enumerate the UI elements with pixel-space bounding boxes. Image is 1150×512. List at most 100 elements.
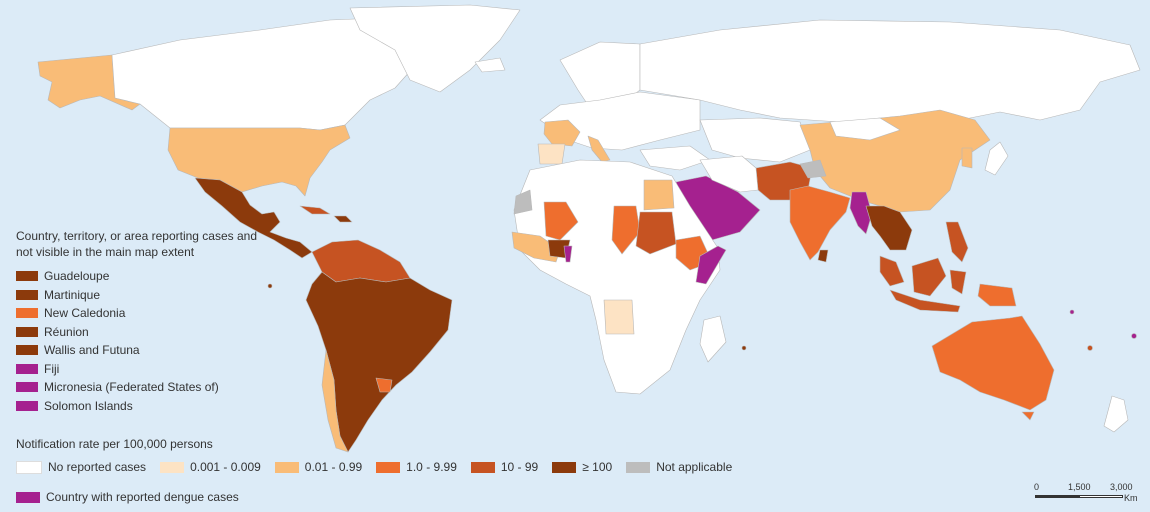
dengue-swatch	[16, 491, 40, 503]
small-area-item: Réunion	[16, 323, 219, 342]
scale-bar: 0 1,500 3,000 Km	[1034, 482, 1144, 508]
small-area-swatch	[16, 308, 38, 319]
region-russia	[639, 19, 1141, 125]
small-area-label: Solomon Islands	[44, 398, 133, 413]
region-spain	[537, 143, 566, 165]
region-greenland	[349, 4, 521, 93]
region-pacific-2	[1131, 333, 1137, 339]
region-uruguay	[375, 377, 393, 393]
scale-label-3000: 3,000	[1110, 482, 1133, 492]
small-area-item: Martinique	[16, 286, 219, 305]
region-western-sahara	[513, 189, 533, 215]
rate-legend-swatch	[376, 461, 401, 473]
region-new-zealand	[1103, 395, 1129, 433]
rate-legend-swatch	[626, 461, 651, 473]
region-indochina	[865, 205, 913, 251]
scale-segment-1	[1035, 495, 1079, 498]
region-malaysia	[879, 255, 905, 287]
rate-legend-swatch	[552, 461, 577, 473]
scale-label-1500: 1,500	[1068, 482, 1091, 492]
dengue-legend-label: Country with reported dengue cases	[46, 490, 239, 504]
small-area-item: Guadeloupe	[16, 267, 219, 286]
region-australia	[931, 315, 1055, 411]
rate-legend: No reported cases 0.001 - 0.009 0.01 - 0.9…	[16, 460, 746, 474]
rate-legend-label: 10 - 99	[500, 460, 539, 474]
region-niger	[611, 205, 641, 255]
region-sulawesi	[949, 269, 967, 295]
small-area-swatch	[16, 382, 38, 393]
small-area-label: Wallis and Futuna	[44, 343, 140, 358]
rate-legend-label: No reported cases	[48, 460, 147, 474]
region-new-guinea	[977, 283, 1017, 307]
small-area-item: New Caledonia	[16, 304, 219, 323]
region-burkina	[563, 245, 573, 263]
region-tasmania	[1021, 411, 1035, 421]
region-usa	[167, 124, 351, 197]
rate-legend-swatch	[160, 461, 185, 473]
region-chile	[321, 349, 349, 453]
rate-legend-swatch	[274, 461, 299, 473]
region-canada	[111, 17, 421, 131]
region-pacific-4	[741, 345, 747, 351]
rate-legend-label: ≥ 100	[582, 460, 613, 474]
region-puerto-rico	[333, 215, 353, 223]
region-west-africa	[511, 231, 561, 263]
region-pacific-1	[1087, 345, 1093, 351]
small-area-label: Réunion	[44, 324, 89, 339]
region-myanmar	[849, 191, 873, 235]
rate-legend-item: 0.01 - 0.99	[274, 460, 363, 474]
small-area-swatch	[16, 326, 38, 337]
region-south-america	[305, 271, 453, 453]
scale-label-0: 0	[1034, 482, 1040, 492]
region-france	[543, 119, 581, 147]
small-area-item: Solomon Islands	[16, 397, 219, 416]
small-area-swatch	[16, 363, 38, 374]
region-mongolia	[829, 117, 901, 141]
region-somalia	[695, 245, 727, 285]
region-chad-sudan	[635, 211, 677, 255]
rate-legend-item: ≥ 100	[552, 460, 612, 474]
region-philippines	[945, 221, 969, 263]
rate-legend-swatch	[470, 461, 495, 473]
rate-legend-label: 0.01 - 0.99	[304, 460, 363, 474]
rate-legend-title: Notification rate per 100,000 persons	[16, 437, 213, 451]
region-japan	[984, 141, 1009, 176]
rate-legend-item: Not applicable	[626, 460, 732, 474]
region-korea	[961, 147, 973, 169]
rate-legend-item: No reported cases	[16, 460, 146, 474]
region-india	[789, 185, 851, 261]
region-madagascar	[699, 315, 727, 363]
scale-segment-2	[1079, 495, 1123, 498]
small-area-label: Martinique	[44, 287, 101, 302]
region-europe	[539, 91, 701, 151]
rate-legend-label: 1.0 - 9.99	[406, 460, 457, 474]
region-iran	[699, 155, 759, 193]
dengue-legend: Country with reported dengue cases	[16, 490, 239, 504]
small-area-item: Micronesia (Federated States of)	[16, 378, 219, 397]
region-sri-lanka	[817, 249, 829, 263]
small-area-swatch	[16, 289, 38, 300]
region-angola	[603, 299, 635, 335]
region-pacific-5	[267, 283, 273, 289]
region-borneo	[911, 257, 947, 297]
small-area-item: Wallis and Futuna	[16, 341, 219, 360]
region-na-asia	[799, 159, 827, 179]
small-area-swatch	[16, 400, 38, 411]
small-area-label: Micronesia (Federated States of)	[44, 380, 219, 395]
small-areas-list: Guadeloupe Martinique New Caledonia Réunion…	[16, 267, 219, 415]
rate-legend-label: Not applicable	[656, 460, 733, 474]
scale-unit: Km	[1124, 493, 1138, 503]
region-mali	[543, 201, 579, 241]
region-central-asia	[699, 117, 811, 163]
region-caribbean	[299, 205, 331, 215]
region-iceland	[474, 57, 506, 73]
rate-legend-item: 10 - 99	[470, 460, 539, 474]
small-area-label: New Caledonia	[44, 306, 126, 321]
region-sumatra-java	[889, 289, 961, 313]
region-turkey	[639, 145, 711, 171]
rate-legend-swatch	[16, 460, 42, 474]
small-area-label: Guadeloupe	[44, 269, 110, 284]
small-areas-title: Country, territory, or area reporting ca…	[16, 229, 257, 259]
small-area-swatch	[16, 345, 38, 356]
